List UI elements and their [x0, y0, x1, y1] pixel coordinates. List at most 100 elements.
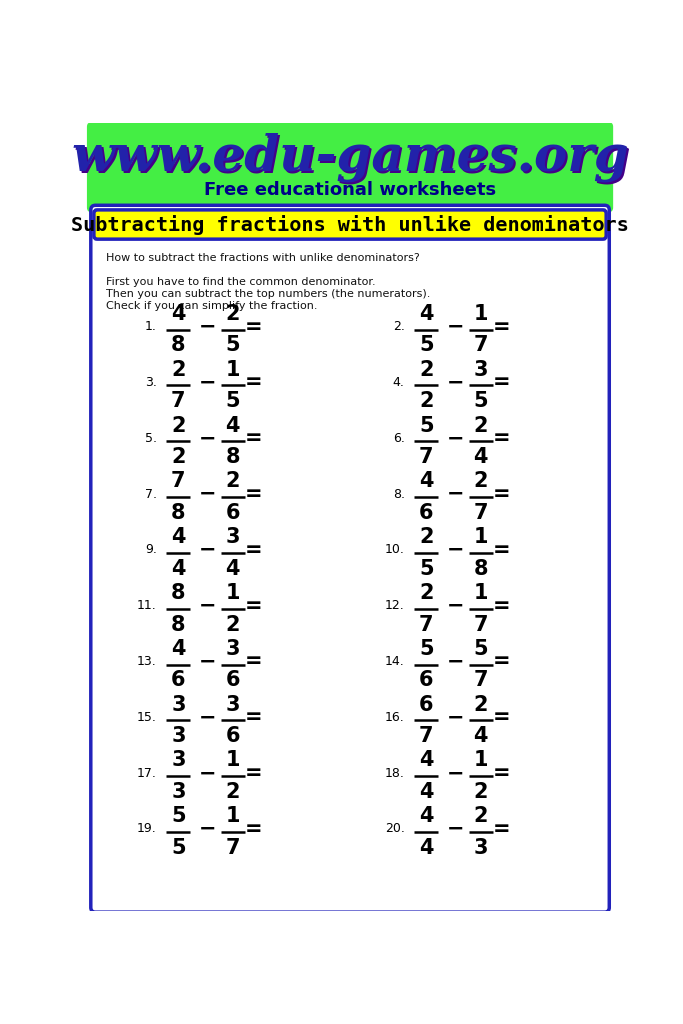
- Text: −: −: [447, 708, 464, 727]
- Text: 4: 4: [171, 527, 186, 547]
- Text: 7: 7: [473, 503, 488, 523]
- Text: 1: 1: [225, 359, 240, 380]
- Text: 4: 4: [419, 751, 434, 770]
- Text: 7: 7: [419, 447, 434, 467]
- Text: 6: 6: [419, 503, 434, 523]
- Text: 2: 2: [171, 359, 186, 380]
- Text: 5: 5: [171, 838, 186, 858]
- Text: 4: 4: [419, 782, 434, 802]
- Text: =: =: [245, 484, 262, 504]
- Text: =: =: [245, 763, 262, 783]
- Text: 3: 3: [473, 359, 488, 380]
- Text: 1: 1: [225, 806, 240, 826]
- Text: 2: 2: [225, 304, 240, 324]
- Text: 1: 1: [225, 751, 240, 770]
- Text: 3: 3: [225, 694, 240, 715]
- Text: 4: 4: [419, 471, 434, 492]
- Text: −: −: [447, 596, 464, 615]
- Text: 2: 2: [419, 359, 434, 380]
- Text: Check if you can simplify the fraction.: Check if you can simplify the fraction.: [107, 301, 318, 310]
- Text: 7: 7: [419, 726, 434, 746]
- Text: 17.: 17.: [137, 767, 156, 779]
- Text: =: =: [492, 763, 510, 783]
- Text: 1: 1: [225, 583, 240, 603]
- Text: 3: 3: [225, 639, 240, 658]
- Text: =: =: [245, 596, 262, 615]
- Text: 7: 7: [171, 391, 186, 412]
- Text: 2: 2: [473, 782, 488, 802]
- Text: 2: 2: [419, 391, 434, 412]
- Text: 7: 7: [473, 671, 488, 690]
- Text: 12.: 12.: [385, 599, 404, 612]
- Text: 5: 5: [473, 639, 488, 658]
- Text: −: −: [199, 763, 217, 783]
- Text: 1: 1: [473, 527, 488, 547]
- Text: 1: 1: [473, 304, 488, 324]
- Text: Subtracting fractions with unlike denominators: Subtracting fractions with unlike denomi…: [71, 214, 629, 234]
- Text: −: −: [199, 819, 217, 839]
- Text: 2: 2: [473, 694, 488, 715]
- Text: 2: 2: [225, 614, 240, 635]
- Text: −: −: [447, 819, 464, 839]
- Text: 4: 4: [419, 806, 434, 826]
- Text: 4.: 4.: [393, 376, 404, 389]
- Text: 9.: 9.: [145, 544, 156, 556]
- Text: 8: 8: [171, 614, 186, 635]
- Text: 4: 4: [473, 447, 488, 467]
- Text: Free educational worksheets: Free educational worksheets: [204, 181, 496, 199]
- Text: −: −: [199, 540, 217, 560]
- Text: 3: 3: [171, 726, 186, 746]
- Text: 16.: 16.: [385, 711, 404, 724]
- Text: 1: 1: [473, 751, 488, 770]
- Text: 6: 6: [419, 694, 434, 715]
- Text: −: −: [199, 373, 217, 392]
- Text: 3: 3: [171, 782, 186, 802]
- Text: 4: 4: [225, 416, 240, 435]
- Text: =: =: [492, 651, 510, 672]
- Text: =: =: [492, 428, 510, 449]
- Text: 4: 4: [419, 838, 434, 858]
- Text: 3: 3: [225, 527, 240, 547]
- Text: −: −: [199, 651, 217, 672]
- Text: −: −: [447, 316, 464, 337]
- Text: −: −: [447, 651, 464, 672]
- Text: =: =: [492, 819, 510, 839]
- Text: 7: 7: [473, 336, 488, 355]
- Text: −: −: [199, 596, 217, 615]
- Text: =: =: [245, 708, 262, 727]
- Text: 2: 2: [171, 416, 186, 435]
- Text: 6: 6: [171, 671, 186, 690]
- Text: 2.: 2.: [393, 321, 404, 333]
- Text: 1.: 1.: [145, 321, 156, 333]
- Text: =: =: [492, 373, 510, 392]
- Text: 6.: 6.: [393, 432, 404, 444]
- Text: 5: 5: [171, 806, 186, 826]
- Text: 7: 7: [225, 838, 240, 858]
- Text: −: −: [447, 763, 464, 783]
- Text: 14.: 14.: [385, 655, 404, 668]
- Text: 8: 8: [473, 559, 488, 579]
- FancyBboxPatch shape: [87, 122, 613, 212]
- Text: 5: 5: [419, 336, 434, 355]
- Text: 19.: 19.: [137, 822, 156, 836]
- Text: 5: 5: [419, 559, 434, 579]
- Text: 8: 8: [171, 336, 186, 355]
- Text: 5.: 5.: [145, 432, 156, 444]
- Text: First you have to find the common denominator.: First you have to find the common denomi…: [107, 276, 376, 287]
- Text: 7: 7: [419, 614, 434, 635]
- Text: 5: 5: [419, 639, 434, 658]
- Text: −: −: [199, 484, 217, 504]
- Text: −: −: [447, 373, 464, 392]
- Text: 7: 7: [171, 471, 186, 492]
- Text: 3: 3: [171, 694, 186, 715]
- Text: 10.: 10.: [385, 544, 404, 556]
- Text: 3: 3: [473, 838, 488, 858]
- Text: 2: 2: [225, 471, 240, 492]
- Text: 6: 6: [225, 671, 240, 690]
- FancyBboxPatch shape: [94, 210, 607, 240]
- Text: −: −: [199, 708, 217, 727]
- Text: 5: 5: [225, 336, 240, 355]
- Text: 2: 2: [473, 471, 488, 492]
- Text: =: =: [492, 596, 510, 615]
- Text: 15.: 15.: [137, 711, 156, 724]
